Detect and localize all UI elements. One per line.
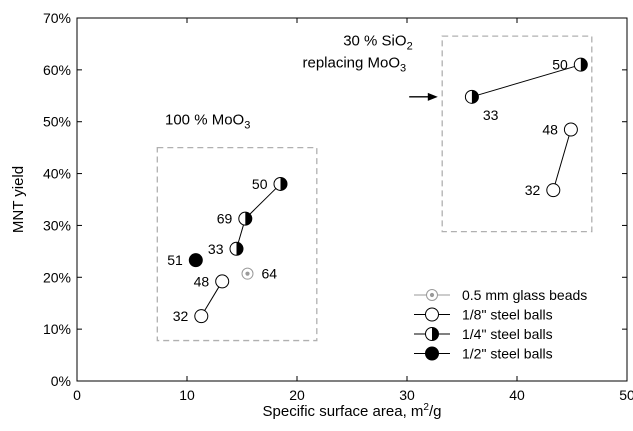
x-axis-label: Specific surface area, m2/g [263, 402, 442, 420]
marker-half-fill [236, 242, 244, 256]
marker-half-fill [280, 177, 287, 191]
group-box [441, 35, 593, 233]
legend-label: 1/4" steel balls [462, 326, 553, 342]
y-axis-label: MNT yield [10, 166, 27, 233]
marker-glass-inner [245, 271, 250, 276]
data-label: 51 [167, 252, 183, 268]
marker-open [546, 183, 561, 198]
data-label: 64 [262, 266, 278, 282]
legend-marker [425, 346, 439, 361]
data-point [215, 274, 230, 289]
data-label: 32 [173, 308, 189, 324]
data-label: 32 [525, 182, 541, 198]
data-label: 50 [252, 176, 268, 192]
y-tick-label: 30% [43, 217, 71, 233]
marker-open [425, 307, 439, 322]
data-points [188, 57, 588, 324]
legend-marker [425, 327, 439, 341]
marker-filled [425, 346, 439, 361]
data-point [241, 267, 254, 280]
marker-half-fill [471, 90, 479, 104]
data-point [229, 241, 244, 256]
x-tick-label: 50 [619, 387, 633, 403]
y-tick-label: 60% [43, 62, 71, 78]
x-tick-label: 30 [399, 387, 415, 403]
x-tick-label: 10 [179, 387, 195, 403]
x-tick-label: 0 [73, 387, 81, 403]
data-label: 50 [552, 57, 568, 73]
annotation-30-sio2: 30 % SiO2 [343, 32, 413, 52]
connector-line [471, 64, 581, 98]
data-point [563, 122, 578, 137]
data-label: 33 [483, 107, 499, 123]
y-tick-label: 50% [43, 114, 71, 130]
marker-glass-inner [429, 292, 435, 298]
data-label: 69 [217, 211, 233, 227]
axes: 0 10 20 30 40 50 0% 10% 20% 30% 40% 50% 60% 70% [43, 10, 633, 403]
legend-label: 1/2" steel balls [462, 346, 553, 362]
data-point [464, 89, 479, 104]
x-tick-label: 20 [289, 387, 305, 403]
legend-marker [426, 289, 438, 301]
legend-marker [425, 307, 439, 322]
y-tick-label: 0% [51, 373, 71, 389]
marker-open [215, 274, 230, 289]
data-point [188, 253, 203, 268]
y-tick-label: 20% [43, 269, 71, 285]
y-tick-label: 40% [43, 166, 71, 182]
data-point [238, 211, 253, 226]
data-point [546, 183, 561, 198]
marker-half-fill [245, 212, 252, 226]
marker-filled [188, 253, 203, 268]
marker-open [563, 122, 578, 137]
marker-half-fill [580, 58, 588, 72]
annotation-100-moo3: 100 % MoO3 [165, 111, 250, 131]
data-labels: 32 48 33 69 50 51 64 33 50 32 48 [167, 57, 568, 325]
plot-frame [76, 17, 628, 382]
group-boxes [156, 35, 593, 342]
data-point [194, 309, 209, 324]
group-box [156, 146, 318, 342]
arrow-head [427, 92, 438, 101]
data-label: 33 [208, 241, 224, 257]
legend-label: 0.5 mm glass beads [462, 287, 587, 303]
data-label: 48 [194, 273, 210, 289]
y-tick-label: 10% [43, 321, 71, 337]
data-label: 48 [542, 121, 558, 137]
connector-line [552, 129, 572, 191]
legend: 0.5 mm glass beads 1/8" steel balls 1/4" s… [414, 287, 587, 362]
data-point [273, 176, 288, 191]
x-tick-label: 40 [509, 387, 525, 403]
data-point [573, 57, 588, 72]
annotation-replacing-moo3: replacing MoO3 [303, 54, 407, 74]
marker-open [194, 309, 209, 324]
marker-half-fill [432, 327, 439, 341]
y-tick-label: 70% [43, 10, 71, 26]
legend-label: 1/8" steel balls [462, 307, 553, 323]
